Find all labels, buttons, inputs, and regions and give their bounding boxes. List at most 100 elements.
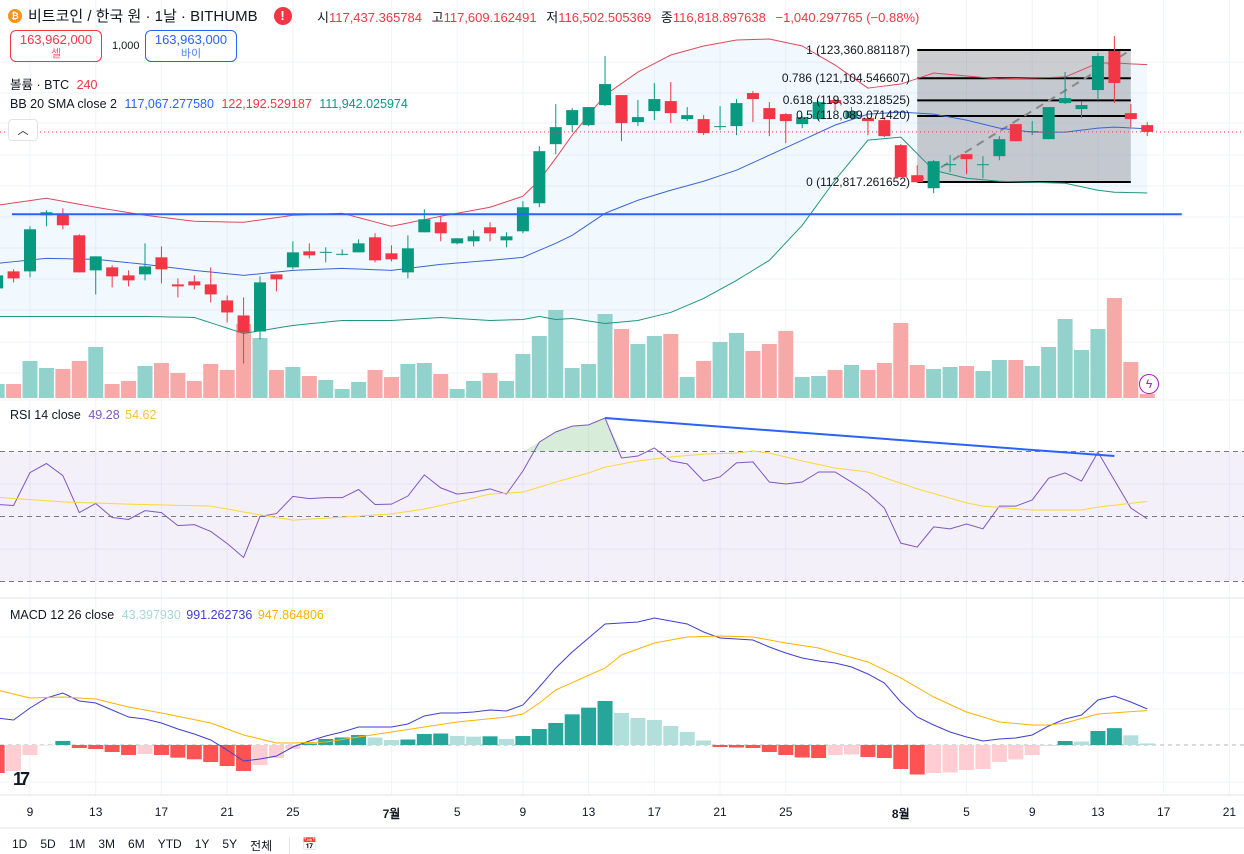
x-tick-label: 21 bbox=[220, 805, 233, 819]
low-value: 116,502.505369 bbox=[558, 10, 651, 25]
x-tick-label: 7월 bbox=[383, 805, 401, 822]
macd-histogram-bar bbox=[532, 729, 547, 745]
volume-bar bbox=[910, 365, 925, 398]
quantity[interactable]: 1,000 bbox=[112, 40, 140, 52]
macd-hist-value: 43.397930 bbox=[122, 608, 181, 622]
volume-bar bbox=[1090, 329, 1105, 398]
candle-body bbox=[1059, 98, 1071, 103]
volume-bar bbox=[975, 371, 990, 398]
macd-histogram-bar bbox=[926, 745, 941, 773]
range-1d[interactable]: 1D bbox=[12, 837, 27, 854]
x-tick-label: 9 bbox=[27, 805, 34, 819]
macd-histogram-bar bbox=[844, 745, 859, 755]
macd-histogram-bar bbox=[614, 713, 629, 745]
x-tick-label: 17 bbox=[1157, 805, 1170, 819]
volume-bar bbox=[170, 373, 185, 398]
volume-bar bbox=[466, 381, 481, 398]
chevron-up-icon: ︿ bbox=[18, 122, 29, 138]
x-tick-label: 8월 bbox=[892, 805, 910, 822]
volume-bar bbox=[417, 363, 432, 398]
symbol-header[interactable]: ₿ 비트코인 / 한국 원 · 1날 · BITHUMB ! bbox=[8, 5, 292, 26]
macd-pane bbox=[0, 618, 1244, 775]
tradingview-logo[interactable]: 17 bbox=[13, 769, 27, 790]
macd-histogram-bar bbox=[417, 734, 432, 745]
x-tick-label: 21 bbox=[1223, 805, 1236, 819]
macd-histogram-bar bbox=[466, 737, 481, 745]
volume-bar bbox=[992, 360, 1007, 398]
volume-bar bbox=[1008, 360, 1023, 398]
volume-bar bbox=[499, 381, 514, 398]
x-tick-label: 13 bbox=[582, 805, 595, 819]
volume-bar bbox=[614, 329, 629, 398]
collapse-legend-button[interactable]: ︿ bbox=[8, 119, 38, 141]
fib-label-05: 0.5 (118,089.071420) bbox=[610, 108, 910, 122]
candle-body bbox=[369, 237, 381, 260]
macd-histogram-bar bbox=[696, 740, 711, 745]
macd-histogram-bar bbox=[992, 745, 1007, 762]
rsi-value: 49.28 bbox=[88, 408, 119, 422]
x-tick-label: 21 bbox=[713, 805, 726, 819]
x-tick-label: 13 bbox=[89, 805, 102, 819]
exclamation-icon[interactable]: ! bbox=[274, 7, 292, 25]
candle-body bbox=[944, 164, 956, 165]
candle-body bbox=[270, 274, 282, 279]
macd-histogram-bar bbox=[450, 736, 465, 745]
volume-bar bbox=[565, 368, 580, 398]
volume-legend[interactable]: 볼륨 · BTC 240 bbox=[10, 74, 97, 93]
macd-histogram-bar bbox=[72, 745, 87, 748]
high-value: 117,609.162491 bbox=[444, 10, 537, 25]
x-tick-label: 5 bbox=[454, 805, 461, 819]
macd-legend[interactable]: MACD 12 26 close 43.397930 991.262736 94… bbox=[10, 608, 324, 622]
macd-histogram-bar bbox=[368, 738, 383, 745]
macd-histogram-bar bbox=[1041, 745, 1056, 746]
volume-bar bbox=[630, 344, 645, 398]
candle-body bbox=[468, 236, 480, 241]
range-all[interactable]: 전체 bbox=[250, 837, 272, 854]
volume-bar bbox=[483, 373, 498, 398]
macd-histogram-bar bbox=[762, 745, 777, 752]
volume-bar bbox=[138, 366, 153, 398]
symbol-title[interactable]: 비트코인 / 한국 원 · 1날 · BITHUMB bbox=[28, 5, 258, 26]
volume-bar bbox=[598, 314, 613, 398]
range-1y[interactable]: 1Y bbox=[195, 837, 210, 854]
candle-body bbox=[320, 252, 332, 253]
low-label: 저 bbox=[546, 10, 558, 25]
candle-body bbox=[24, 229, 36, 271]
volume-bar bbox=[39, 368, 54, 398]
bitcoin-icon: ₿ bbox=[8, 9, 22, 23]
range-5y[interactable]: 5Y bbox=[222, 837, 237, 854]
volume-bar bbox=[285, 367, 300, 398]
volume-bar bbox=[713, 342, 728, 398]
candle-body bbox=[878, 120, 890, 136]
candle-body bbox=[205, 284, 217, 294]
buy-button[interactable]: 163,963,000 바이 bbox=[145, 30, 237, 62]
range-ytd[interactable]: YTD bbox=[158, 837, 182, 854]
range-1m[interactable]: 1M bbox=[69, 837, 86, 854]
candle-body bbox=[8, 271, 20, 278]
volume-bar bbox=[269, 370, 284, 398]
volume-bar bbox=[663, 334, 678, 398]
range-6m[interactable]: 6M bbox=[128, 837, 145, 854]
macd-histogram-bar bbox=[893, 745, 908, 769]
macd-signal-value: 947.864806 bbox=[258, 608, 324, 622]
macd-histogram-bar bbox=[581, 708, 596, 745]
volume-value: 240 bbox=[77, 78, 98, 92]
lightning-icon[interactable]: ϟ bbox=[1139, 374, 1159, 394]
macd-histogram-bar bbox=[1074, 742, 1089, 745]
macd-histogram-bar bbox=[943, 745, 958, 772]
open-label: 시 bbox=[317, 10, 329, 25]
calendar-icon[interactable]: 📅 bbox=[289, 837, 317, 854]
rsi-legend[interactable]: RSI 14 close 49.28 54.62 bbox=[10, 408, 156, 422]
candle-body bbox=[188, 281, 200, 285]
candle-body bbox=[221, 300, 233, 312]
x-tick-label: 13 bbox=[1091, 805, 1104, 819]
macd-histogram-bar bbox=[959, 745, 974, 770]
sell-button[interactable]: 163,962,000 셀 bbox=[10, 30, 102, 62]
candle-body bbox=[287, 252, 299, 267]
range-3m[interactable]: 3M bbox=[98, 837, 115, 854]
range-5d[interactable]: 5D bbox=[40, 837, 55, 854]
rsi-divergence-trendline bbox=[605, 418, 1114, 456]
candle-body bbox=[0, 275, 3, 288]
bb-legend[interactable]: BB 20 SMA close 2 117,067.277580 122,192… bbox=[10, 97, 408, 111]
